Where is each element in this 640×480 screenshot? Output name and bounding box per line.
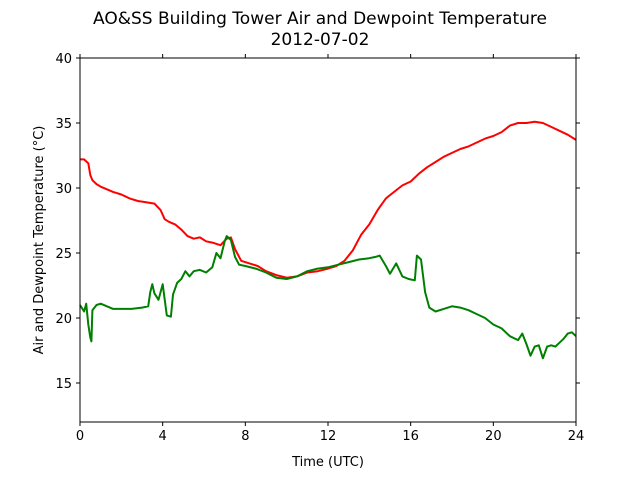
y-tick-label: 25	[55, 247, 72, 262]
y-tick-label: 40	[55, 52, 72, 67]
y-tick-label: 35	[55, 117, 72, 132]
x-tick-label: 20	[485, 429, 502, 444]
series-layer	[79, 120, 577, 360]
series-line-2	[79, 235, 577, 360]
x-tick-label: 8	[241, 429, 249, 444]
y-tick-label: 15	[55, 377, 72, 392]
x-tick-label: 4	[159, 429, 167, 444]
y-axis-label: Air and Dewpoint Temperature (°C)	[32, 126, 47, 355]
y-axis: 15 20 25 30 35 40	[55, 52, 580, 392]
series-line-1	[80, 120, 577, 279]
x-tick-label: 0	[76, 429, 84, 444]
chart-title: AO&SS Building Tower Air and Dewpoint Te…	[93, 9, 547, 29]
x-tick-label: 12	[320, 429, 337, 444]
chart-subtitle: 2012-07-02	[271, 30, 370, 50]
plot-frame	[79, 57, 577, 423]
y-tick-label: 30	[55, 182, 72, 197]
x-tick-label: 24	[568, 429, 585, 444]
x-tick-label: 16	[402, 429, 419, 444]
y-tick-label: 20	[55, 312, 72, 327]
x-axis-label: Time (UTC)	[291, 455, 364, 470]
x-axis: 0 4 8 12 16 20 24	[76, 54, 584, 444]
